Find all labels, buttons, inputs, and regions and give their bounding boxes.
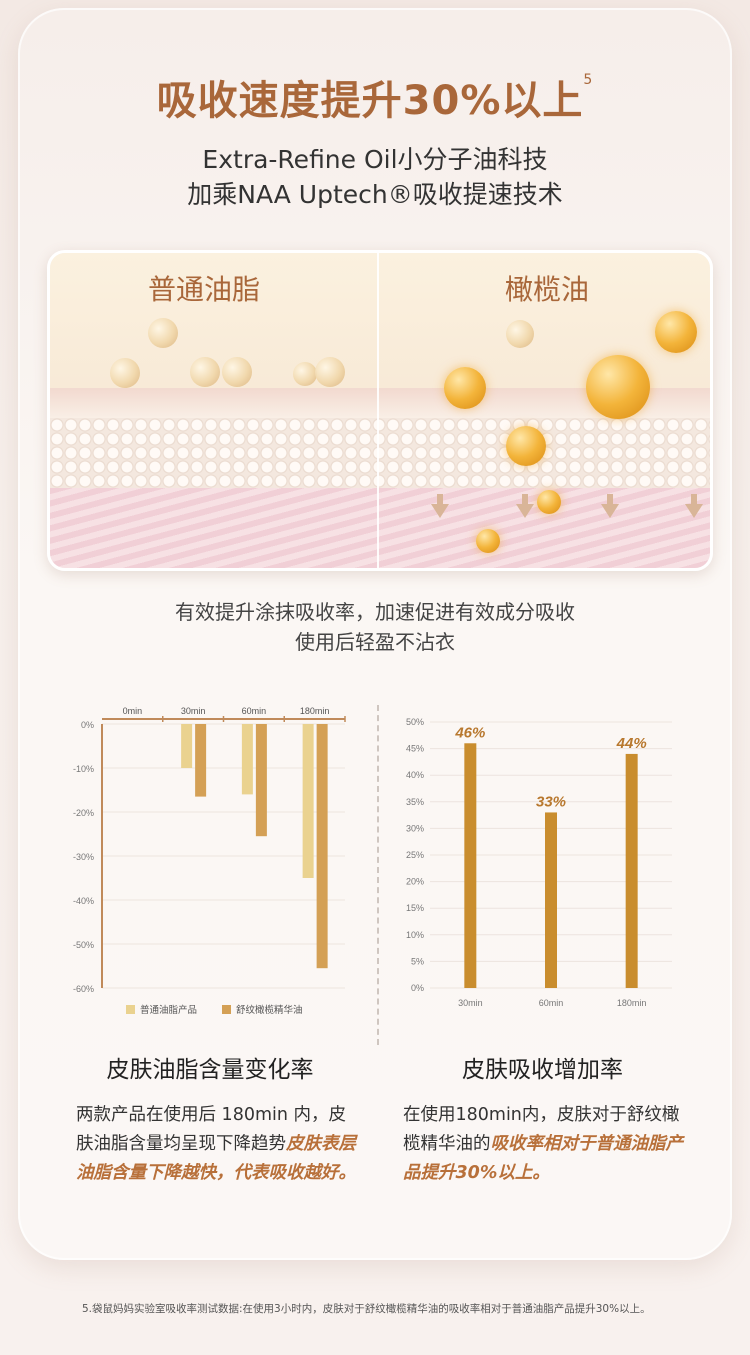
oil-droplet (506, 320, 534, 348)
label-olive-oil: 橄榄油 (505, 273, 590, 306)
bar-olive (316, 724, 328, 969)
oil-droplet (222, 357, 252, 387)
subtitle-line-1: Extra-Refine Oil小分子油科技 (202, 145, 548, 174)
oil-droplet (110, 358, 140, 388)
y-tick-label: 15% (406, 903, 424, 913)
right-highlight: 吸收率相对于普通油脂产品提升30%以上。 (403, 1134, 683, 1183)
panel-divider (377, 253, 379, 568)
x-tick-label: 0min (123, 706, 143, 716)
data-label: 46% (454, 724, 485, 741)
bar (464, 743, 477, 988)
y-tick-label: 40% (406, 770, 424, 780)
data-label: 33% (536, 793, 566, 810)
olive-oil-droplet (655, 311, 697, 353)
y-tick-label: -60% (73, 984, 94, 994)
oil-droplet (148, 318, 178, 348)
left-explanation: 两款产品在使用后 180min 内，皮肤油脂含量均呈现下降趋势皮肤表层油脂含量下… (76, 1105, 356, 1183)
x-tick-label: 180min (617, 998, 647, 1008)
oil-droplet (293, 362, 317, 386)
y-tick-label: 30% (406, 823, 424, 833)
footnote-ref: 5 (583, 72, 594, 88)
oil-droplet (190, 357, 220, 387)
legend-label: 舒纹橄榄精华油 (236, 1004, 303, 1016)
y-tick-label: 25% (406, 850, 424, 860)
oil-droplet (315, 357, 345, 387)
olive-oil-droplet (537, 490, 561, 514)
bar-ordinary (241, 724, 253, 795)
y-tick-label: -40% (73, 896, 94, 906)
data-label: 44% (616, 735, 647, 752)
y-tick-label: -10% (73, 764, 94, 774)
bar-olive (255, 724, 267, 837)
olive-oil-droplet (586, 355, 650, 419)
legend-swatch (126, 1005, 135, 1014)
right-explanation: 在使用180min内，皮肤对于舒纹橄榄精华油的吸收率相对于普通油脂产品提升30%… (403, 1105, 683, 1183)
down-arrow-icon (431, 504, 449, 518)
y-tick-label: 0% (411, 983, 424, 993)
bar-ordinary (181, 724, 193, 768)
page-title: 吸收速度提升30%以上5 (156, 72, 594, 124)
description-line-2: 使用后轻盈不沾衣 (295, 630, 455, 654)
footnote: 5.袋鼠妈妈实验室吸收率测试数据:在使用3小时内，皮肤对于舒纹橄榄精华油的吸收率… (82, 1303, 651, 1315)
y-tick-label: 35% (406, 797, 424, 807)
x-tick-label: 60min (539, 998, 564, 1008)
absorption-increase-chart: 0% 5% 10% 15% 20% 25% 30% 35% 40% 45% 50% 46% 30min 3… (406, 717, 672, 1008)
content-card (18, 8, 732, 1260)
down-arrow-icon (601, 504, 619, 518)
y-tick-label: -50% (73, 940, 94, 950)
down-arrow-icon (516, 504, 534, 518)
x-tick-label: 60min (242, 706, 267, 716)
bar-ordinary (302, 724, 314, 878)
subtitle-line-2: 加乘NAA Uptech®吸收提速技术 (187, 180, 563, 209)
down-arrow-icon (685, 504, 703, 518)
y-tick-label: 10% (406, 930, 424, 940)
chart-separator (377, 705, 379, 1045)
y-tick-label: 50% (406, 717, 424, 727)
y-tick-label: 5% (411, 956, 424, 966)
chart-title-oil-change: 皮肤油脂含量变化率 (106, 1057, 314, 1083)
y-tick-label: 20% (406, 877, 424, 887)
x-tick-label: 30min (181, 706, 206, 716)
x-tick-label: 180min (300, 706, 330, 716)
bar-olive (195, 724, 207, 797)
y-tick-label: 0% (81, 720, 94, 730)
left-highlight: 皮肤表层油脂含量下降越快，代表吸收越好。 (76, 1134, 356, 1183)
bar (545, 812, 557, 988)
chart-title-absorption: 皮肤吸收增加率 (462, 1057, 623, 1083)
y-tick-label: 45% (406, 744, 424, 754)
olive-oil-droplet (506, 426, 546, 466)
bar (625, 753, 638, 988)
x-tick-label: 30min (458, 998, 483, 1008)
label-ordinary-oil: 普通油脂 (148, 273, 261, 306)
absorption-illustration (47, 250, 713, 571)
y-tick-label: -30% (73, 852, 94, 862)
y-tick-label: -20% (73, 808, 94, 818)
olive-oil-droplet (444, 367, 486, 409)
olive-oil-droplet (476, 529, 500, 553)
legend-label: 普通油脂产品 (140, 1004, 197, 1016)
description-line-1: 有效提升涂抹吸收率，加速促进有效成分吸收 (175, 600, 575, 624)
legend-swatch (222, 1005, 231, 1014)
oil-change-chart: 0% -10% -20% -30% -40% -50% -60% 0min 30min 60min… (73, 706, 346, 1016)
